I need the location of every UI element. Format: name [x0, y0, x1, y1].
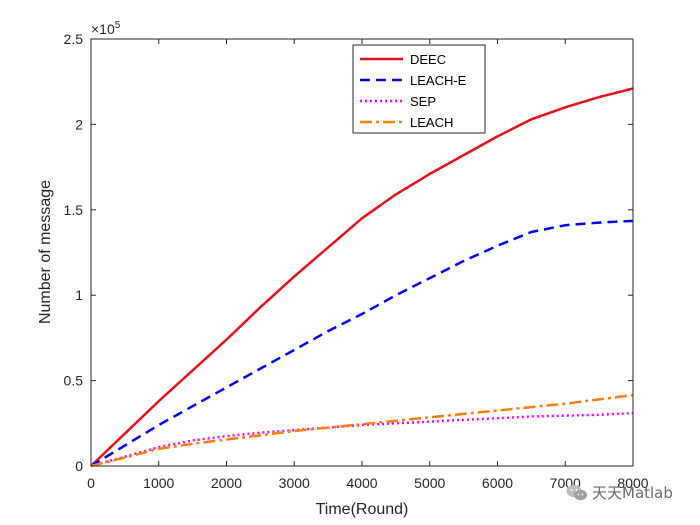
series-line-leach-e [90, 219, 634, 468]
y-axis-label: Number of message [37, 180, 54, 324]
x-tick-label: 5000 [414, 475, 445, 491]
series-line-sep [90, 411, 634, 468]
y-tick-label: 1 [75, 287, 83, 303]
x-tick-label: 3000 [279, 475, 310, 491]
series-line-deec [90, 87, 634, 467]
y-tick-label: 1.5 [64, 202, 84, 218]
legend-entries: DEEC LEACH-E SEP LEACH [360, 52, 467, 130]
y-tick-label: 0.5 [64, 373, 84, 389]
wechat-icon [566, 484, 587, 500]
legend-label-deec: DEEC [410, 52, 446, 67]
x-axis-label: Time(Round) [316, 501, 409, 518]
legend: DEEC LEACH-E SEP LEACH [352, 44, 486, 134]
x-tick-label: 0 [87, 475, 95, 491]
series-layer [90, 87, 634, 468]
watermark: 天天Matlab [566, 482, 673, 503]
legend-label-sep: SEP [410, 94, 436, 109]
y-tick-label: 2.5 [64, 31, 84, 47]
x-tick-label: 1000 [143, 475, 174, 491]
x-tick-label: 4000 [346, 475, 377, 491]
tick-labels-layer: 0 1000 2000 3000 4000 5000 6000 7000 800000.511.… [64, 31, 649, 491]
x-tick-label: 8000 [617, 475, 648, 491]
ticks-layer [90, 38, 634, 467]
legend-label-leach-e: LEACH-E [410, 73, 467, 88]
y-exponent-label: ×105 [91, 20, 121, 37]
y-tick-label: 0 [75, 458, 83, 474]
y-exponent-base: ×10 [91, 21, 115, 37]
watermark-text: 天天Matlab [592, 484, 673, 502]
x-tick-label: 6000 [482, 475, 513, 491]
y-tick-label: 2 [75, 116, 83, 132]
y-exponent-power: 5 [115, 20, 121, 31]
x-tick-label: 2000 [211, 475, 242, 491]
legend-label-leach: LEACH [410, 115, 453, 130]
series-line-leach [90, 393, 634, 468]
